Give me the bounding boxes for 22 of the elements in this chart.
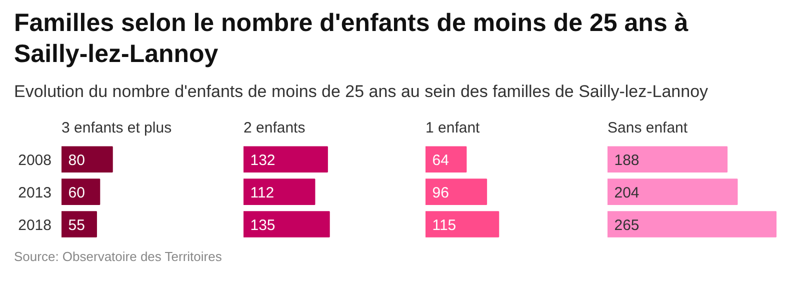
data-label: 265 bbox=[614, 216, 640, 234]
y-tick-label: 2013 bbox=[18, 184, 52, 202]
y-tick-label: 2018 bbox=[18, 216, 52, 234]
data-label: 96 bbox=[432, 184, 449, 202]
data-label: 135 bbox=[250, 216, 276, 234]
data-label: 112 bbox=[250, 184, 274, 202]
data-label: 204 bbox=[614, 184, 640, 202]
data-label: 188 bbox=[614, 152, 640, 169]
data-label: 64 bbox=[432, 152, 449, 169]
chart-title: 2 enfants bbox=[244, 120, 306, 136]
data-label: 115 bbox=[432, 216, 456, 234]
data-label: 80 bbox=[68, 152, 85, 169]
data-label: 55 bbox=[68, 216, 85, 234]
data-label: 132 bbox=[250, 152, 276, 169]
chart-title: Sans enfant bbox=[608, 120, 688, 136]
chart-title: 3 enfants et plus bbox=[62, 120, 172, 136]
text: Evolution du nombre d'enfants de moins de 25 ans au sein des familles de Sailly-lez-Lannoy bbox=[14, 81, 708, 103]
source-note: Source: Observatoire des Territoires bbox=[14, 248, 222, 266]
data-label: 60 bbox=[68, 184, 85, 202]
text: Familles selon le nombre d'enfants de moins de 25 ans à Sailly-lez-Lannoy bbox=[14, 8, 690, 70]
y-tick-label: 2008 bbox=[18, 152, 52, 169]
chart-title: 1 enfant bbox=[426, 120, 481, 136]
